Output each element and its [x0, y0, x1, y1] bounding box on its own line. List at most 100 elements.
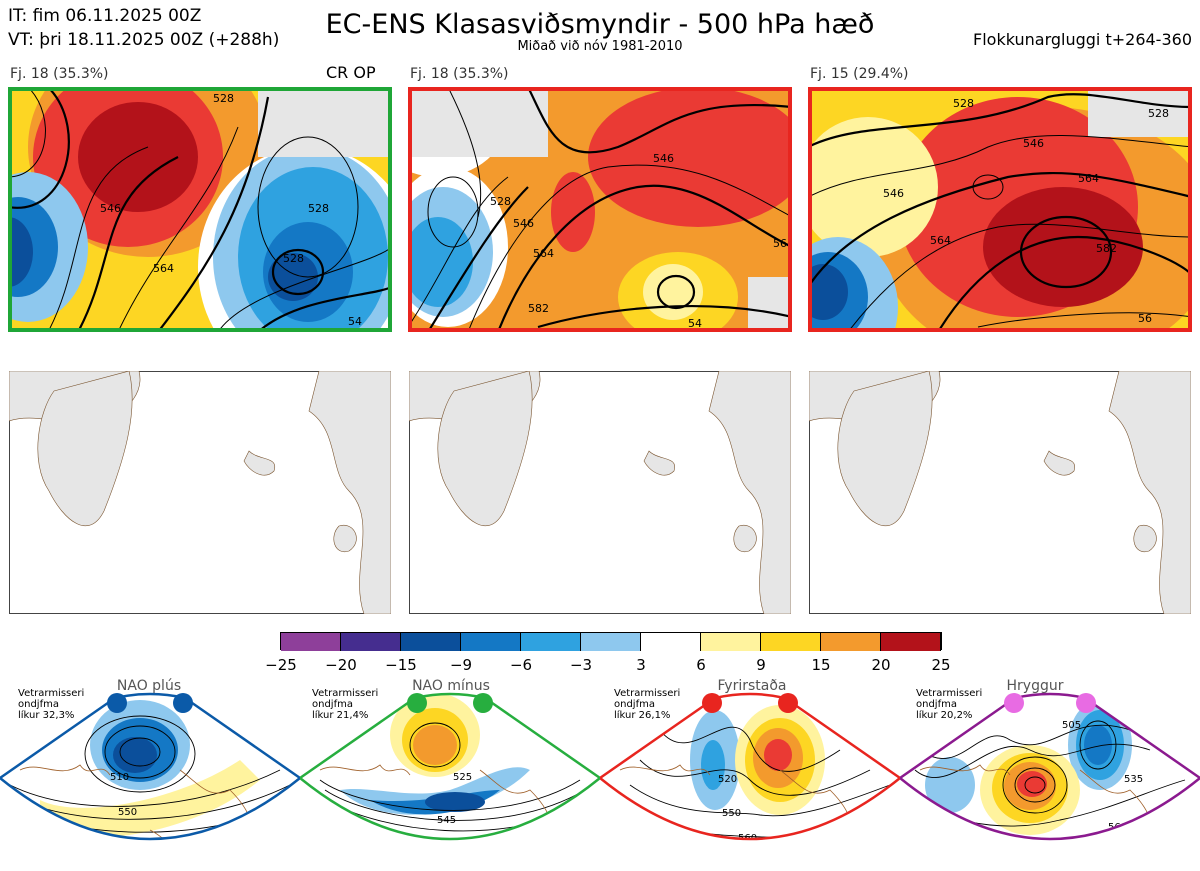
contour-label: 565 — [445, 850, 464, 861]
regime-2-frame — [300, 692, 600, 841]
regime-2-info: Vetrarmisseri ondjfma líkur 21,4% — [312, 688, 379, 721]
regime-1-map[interactable]: 510 550 — [0, 690, 300, 871]
contour-label: 520 — [718, 774, 737, 785]
contour-label: 535 — [1124, 774, 1143, 785]
colorbar-boxes — [280, 632, 942, 651]
colorbar-tick-label: 9 — [756, 656, 766, 674]
colorbar-ticks: −25 −20 −15 −9 −6 −3 3 6 9 15 20 25 — [265, 632, 950, 676]
colorbar-swatch — [701, 633, 761, 651]
contour-label: 546 — [100, 202, 121, 215]
regime-2-map[interactable]: 525 545 565 — [300, 690, 600, 871]
regime-4-marker — [1076, 693, 1096, 713]
regime-1-info: Vetrarmisseri ondjfma líkur 32,3% — [18, 688, 85, 721]
regime-4-map[interactable]: 505 535 560 — [900, 690, 1200, 871]
colorbar-tick-label: −15 — [385, 656, 417, 674]
cluster-1-map[interactable]: 528 546 564 528 528 54 — [8, 87, 392, 332]
contour-label: 54 — [348, 315, 362, 328]
page-subtitle: Miðað við nóv 1981-2010 — [517, 39, 683, 54]
colorbar-swatch — [401, 633, 461, 651]
contour-label: 582 — [1096, 242, 1117, 255]
cluster-1-tag: CR OP — [326, 63, 376, 82]
regime-4-info: Vetrarmisseri ondjfma líkur 20,2% — [916, 688, 983, 721]
colorbar-swatch — [341, 633, 401, 651]
regime-3-name: Fyrirstaða — [717, 678, 787, 694]
regime-3-marker — [702, 693, 722, 713]
cluster-3-map[interactable]: 528 546 564 564 582 528 546 56 — [808, 87, 1192, 332]
colorbar-tick-label: −9 — [449, 656, 473, 674]
contour-label: 54 — [688, 317, 702, 330]
page-title: EC-ENS Klasasviðsmyndir - 500 hPa hæð — [325, 9, 875, 40]
colorbar-swatch — [881, 633, 941, 651]
contour-label: 510 — [110, 772, 129, 783]
regime-2-marker — [407, 693, 427, 713]
colorbar-swatch — [641, 633, 701, 651]
colorbar-tick-label: −6 — [509, 656, 533, 674]
contour-label: 564 — [773, 237, 792, 250]
contour-label: 564 — [533, 247, 554, 260]
colorbar-tick-label: −20 — [325, 656, 357, 674]
contour-label: 546 — [513, 217, 534, 230]
regime-1-frame — [0, 692, 300, 841]
colorbar-tick-label: 20 — [871, 656, 891, 674]
regime-2-marker — [473, 693, 493, 713]
regime-3-info: Vetrarmisseri ondjfma líkur 26,1% — [614, 688, 681, 721]
colorbar-swatch — [581, 633, 641, 651]
valid-time: VT: þri 18.11.2025 00Z (+288h) — [8, 30, 280, 50]
regime-1-name: NAO plús — [116, 678, 182, 694]
cluster-2-map[interactable]: 528 546 564 546 582 564 54 — [408, 87, 792, 332]
regime-3-marker — [778, 693, 798, 713]
colorbar-swatch — [461, 633, 521, 651]
contour-label: 546 — [883, 187, 904, 200]
contour-label: 528 — [213, 92, 234, 105]
contour-label: 550 — [722, 808, 741, 819]
header-left: IT: fim 06.11.2025 00Z VT: þri 18.11.202… — [8, 4, 279, 52]
colorbar-tick-label: −3 — [569, 656, 593, 674]
cluster-3-frame — [808, 87, 1192, 332]
colorbar-tick-label: 3 — [636, 656, 646, 674]
contour-label: 525 — [453, 772, 472, 783]
cluster-1-label: Fj. 18 (35.3%) — [10, 66, 109, 82]
colorbar-swatch — [521, 633, 581, 651]
colorbar-tick-label: 6 — [696, 656, 706, 674]
cluster-2-label: Fj. 18 (35.3%) — [410, 66, 509, 82]
regime-3-map[interactable]: 520 550 560 — [600, 690, 900, 871]
regime-1-marker — [107, 693, 127, 713]
empty-map-1[interactable] — [9, 371, 391, 614]
regime-4-frame — [900, 692, 1200, 841]
contour-label: 564 — [1078, 172, 1099, 185]
contour-label: 546 — [653, 152, 674, 165]
contour-label: 528 — [1148, 107, 1169, 120]
contour-label: 528 — [953, 97, 974, 110]
colorbar-swatch — [821, 633, 881, 651]
contour-label: 546 — [1023, 137, 1044, 150]
contour-label: 550 — [118, 807, 137, 818]
regime-2-name: NAO mínus — [412, 678, 490, 694]
cluster-1-frame — [8, 87, 392, 332]
contour-label: 545 — [437, 815, 456, 826]
colorbar-swatch — [281, 633, 341, 651]
regime-3-frame — [600, 692, 900, 841]
colorbar-tick-label: 15 — [811, 656, 831, 674]
contour-label: 528 — [308, 202, 329, 215]
initial-time: IT: fim 06.11.2025 00Z — [8, 6, 202, 26]
cluster-2-frame — [408, 87, 792, 332]
contour-label: 528 — [490, 195, 511, 208]
colorbar-tick-label: −25 — [265, 656, 297, 674]
contour-label: 505 — [1062, 720, 1081, 731]
contour-label: 564 — [153, 262, 174, 275]
empty-map-3[interactable] — [809, 371, 1191, 614]
colorbar: −25 −20 −15 −9 −6 −3 3 6 9 15 20 25 — [265, 632, 951, 676]
regime-4-name: Hryggur — [1006, 678, 1064, 694]
colorbar-tick-label: 25 — [931, 656, 951, 674]
contour-label: 560 — [738, 833, 757, 844]
colorbar-swatch — [761, 633, 821, 651]
clustering-window: Flokkunargluggi t+264-360 — [973, 30, 1192, 49]
empty-map-2[interactable] — [409, 371, 791, 614]
contour-label: 56 — [1138, 312, 1152, 325]
regime-1-marker — [173, 693, 193, 713]
contour-label: 528 — [283, 252, 304, 265]
contour-label: 582 — [528, 302, 549, 315]
contour-label: 564 — [930, 234, 951, 247]
regime-4-marker — [1004, 693, 1024, 713]
cluster-3-label: Fj. 15 (29.4%) — [810, 66, 909, 82]
